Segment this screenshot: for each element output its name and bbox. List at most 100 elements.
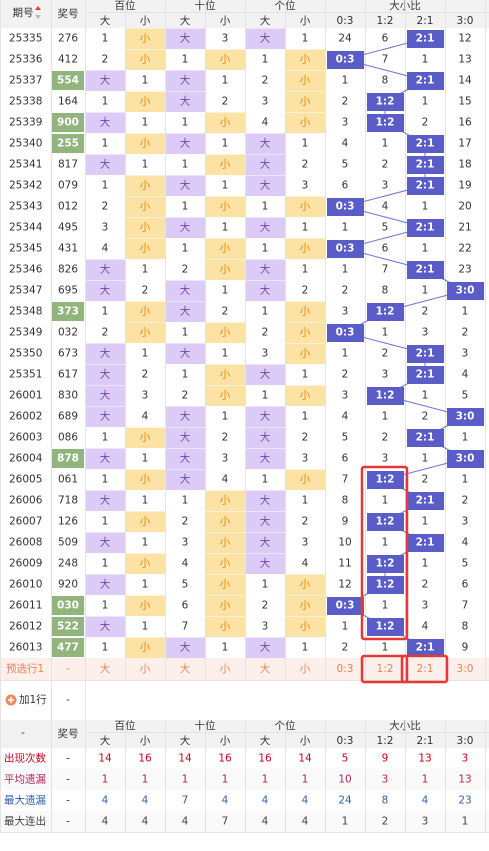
stat-value: 9: [382, 753, 389, 765]
cell-value: 1: [102, 558, 109, 570]
number: 554: [57, 75, 79, 87]
cell-value: 小: [300, 117, 311, 129]
ratio-value: 1: [422, 96, 429, 108]
hit-cell: [165, 70, 206, 92]
cell-value: 2: [302, 285, 309, 297]
cell-value: 大: [260, 32, 271, 45]
hit-cell: [205, 490, 246, 512]
ratio-value: 2:1: [416, 264, 435, 276]
hit-cell: [205, 49, 246, 71]
issue: 26008: [9, 537, 42, 549]
hit-cell: [285, 196, 326, 218]
stat-value: 4: [142, 795, 149, 807]
ratio-value: 2: [342, 369, 349, 381]
cell-value: 小: [300, 579, 311, 591]
ratio-value: 18: [458, 159, 471, 171]
ratio-value: 7: [462, 600, 469, 612]
ratio-value: 1: [382, 600, 389, 612]
stat-value: 3: [422, 816, 429, 828]
ratio-bg: [453, 242, 477, 255]
ratio-value: 13: [458, 54, 471, 66]
cell-value: 1: [102, 180, 109, 192]
hit-cell: [245, 511, 286, 533]
cell-value: 4: [142, 411, 149, 423]
stat-value: 4: [182, 816, 189, 828]
issue: 25351: [9, 369, 42, 381]
stat-value: 13: [418, 753, 431, 765]
hit-cell: [125, 301, 166, 323]
ratio-value: 3: [462, 516, 469, 528]
ratio-bg: [373, 326, 397, 339]
cell-value: 大: [260, 557, 271, 570]
hit-cell: [285, 49, 326, 71]
ratio-value: 1: [422, 243, 429, 255]
sub-header: 2:1: [417, 15, 434, 27]
ratio-hit: [367, 387, 404, 405]
ratio-bg: [333, 95, 357, 108]
preview-cell: 小: [220, 663, 231, 675]
cell-value: 6: [182, 600, 189, 612]
cell-value: 大: [260, 494, 271, 507]
ratio-value: 1: [382, 327, 389, 339]
cell-value: 大: [260, 515, 271, 528]
sub-header: 2:1: [417, 735, 434, 747]
ratio-bg: [453, 95, 477, 108]
issue: 25339: [9, 117, 42, 129]
stat-row-bg: [0, 769, 489, 790]
ratio-bg: [333, 116, 357, 129]
hit-cell: [245, 154, 286, 176]
stat-row-bg: [0, 811, 489, 832]
cell-value: 小: [140, 222, 151, 234]
ratio-value: 2:1: [416, 369, 435, 381]
preview-cell: 大: [260, 662, 271, 675]
cell-value: 1: [302, 138, 309, 150]
hit-cell: [165, 175, 206, 197]
ratio-bg: [333, 158, 357, 171]
ratio-value: 8: [462, 621, 469, 633]
ratio-bg: [333, 137, 357, 150]
cell-value: 1: [102, 516, 109, 528]
cell-value: 大: [180, 347, 191, 360]
ratio-bg: [453, 32, 477, 45]
ratio-value: 15: [458, 96, 471, 108]
ratio-value: 1:2: [376, 474, 395, 486]
number: 255: [57, 138, 79, 150]
cell-value: 小: [300, 474, 311, 486]
ratio-value: 1: [462, 306, 469, 318]
stat-value: 4: [102, 795, 109, 807]
hit-cell: [85, 574, 126, 596]
hit-cell: [85, 259, 126, 281]
row-bg: [0, 175, 489, 196]
number: 061: [58, 474, 78, 486]
ratio-bg: [453, 179, 477, 192]
cell-value: 大: [100, 389, 111, 402]
cell-value: 小: [300, 96, 311, 108]
cell-value: 大: [180, 641, 191, 654]
ratio-bg: [413, 515, 437, 528]
ratio-hit: [407, 177, 444, 195]
cell-value: 小: [140, 33, 151, 45]
sub-header: 小: [300, 735, 311, 747]
row-bg: [0, 301, 489, 322]
header-bg: [0, 0, 489, 28]
cell-value: 小: [300, 600, 311, 612]
ratio-value: 21: [458, 222, 471, 234]
ratio-bg: [373, 368, 397, 381]
stat-value: 1: [142, 774, 149, 786]
hit-cell: [85, 385, 126, 407]
ratio-value: 19: [458, 180, 471, 192]
cell-value: 7: [182, 621, 189, 633]
cell-value: 小: [140, 432, 151, 444]
ratio-bg: [413, 95, 437, 108]
cell-value: 小: [220, 264, 231, 276]
add-row-button[interactable]: 加1行: [5, 693, 48, 706]
cell-value: 3: [102, 222, 109, 234]
cell-value: 1: [222, 180, 229, 192]
hit-cell: [205, 154, 246, 176]
issue: 25342: [9, 180, 42, 192]
number: 086: [58, 432, 78, 444]
hit-cell: [245, 532, 286, 554]
hit-cell: [125, 553, 166, 575]
ratio-value: 1: [422, 201, 429, 213]
ratio-bg: [453, 578, 477, 591]
